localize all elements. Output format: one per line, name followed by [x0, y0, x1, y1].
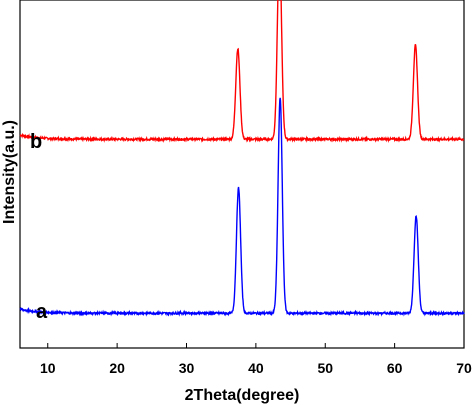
series-label-b: b: [30, 131, 42, 153]
x-axis-title: 2Theta(degree): [185, 387, 300, 404]
x-tick-label: 10: [40, 360, 56, 376]
plot-frame: [19, 0, 465, 349]
x-tick-label: 30: [179, 360, 195, 376]
series-line-b: [19, 0, 465, 143]
series-label-a: a: [36, 301, 48, 323]
series-layer: [19, 0, 465, 317]
x-tick-label: 60: [387, 360, 403, 376]
x-ticks: 10 20 30 40 50 60 70: [40, 343, 472, 376]
y-axis-title: Intensity(a.u.): [1, 120, 18, 224]
x-tick-label: 40: [248, 360, 264, 376]
series-line-a: [19, 97, 465, 317]
x-tick-label: 70: [456, 360, 472, 376]
x-tick-label: 50: [317, 360, 333, 376]
x-tick-label: 20: [109, 360, 125, 376]
